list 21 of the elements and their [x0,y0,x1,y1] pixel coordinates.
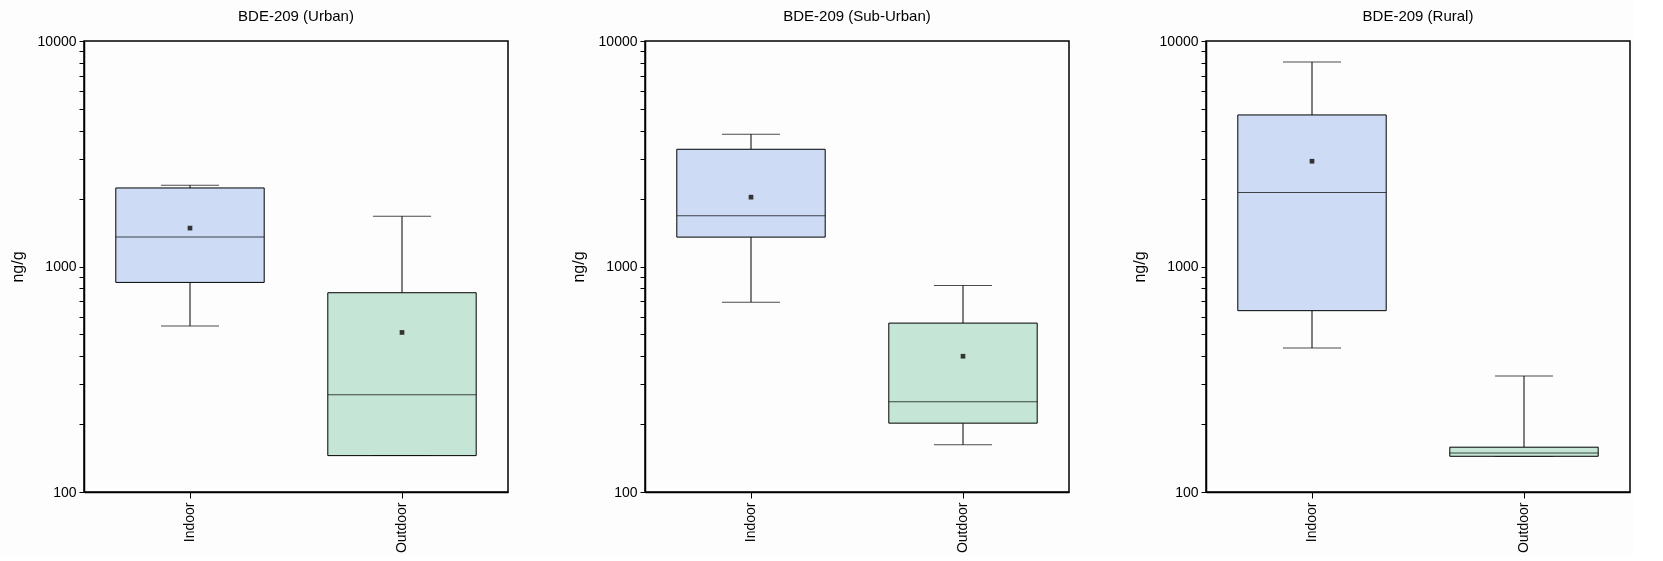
y-axis-title: ng/g [8,251,26,283]
y-axis-title: ng/g [1130,251,1148,283]
x-tick-label: Outdoor [393,502,409,554]
y-tick-label: 1000 [606,258,638,274]
x-tick-label: Indoor [742,502,758,543]
y-tick-label: 100 [614,483,638,500]
y-tick-label: 10000 [598,32,638,49]
chart-title: BDE-209 (Rural) [1362,7,1474,24]
x-tick-label: Outdoor [1515,502,1531,554]
x-tick-label: Indoor [1303,502,1319,543]
y-tick-label: 10000 [1159,32,1199,49]
x-tick-label: Indoor [181,502,197,543]
chart-title: BDE-209 (Sub-Urban) [783,7,931,24]
y-tick-label: 1000 [45,258,77,274]
x-tick-label: Outdoor [954,502,970,554]
y-tick-label: 100 [1175,483,1199,500]
y-tick-label: 100 [53,483,77,500]
chart-title: BDE-209 (Urban) [238,7,354,24]
y-axis-title: ng/g [569,251,587,283]
y-tick-label: 10000 [37,32,77,49]
y-tick-label: 1000 [1167,258,1199,274]
